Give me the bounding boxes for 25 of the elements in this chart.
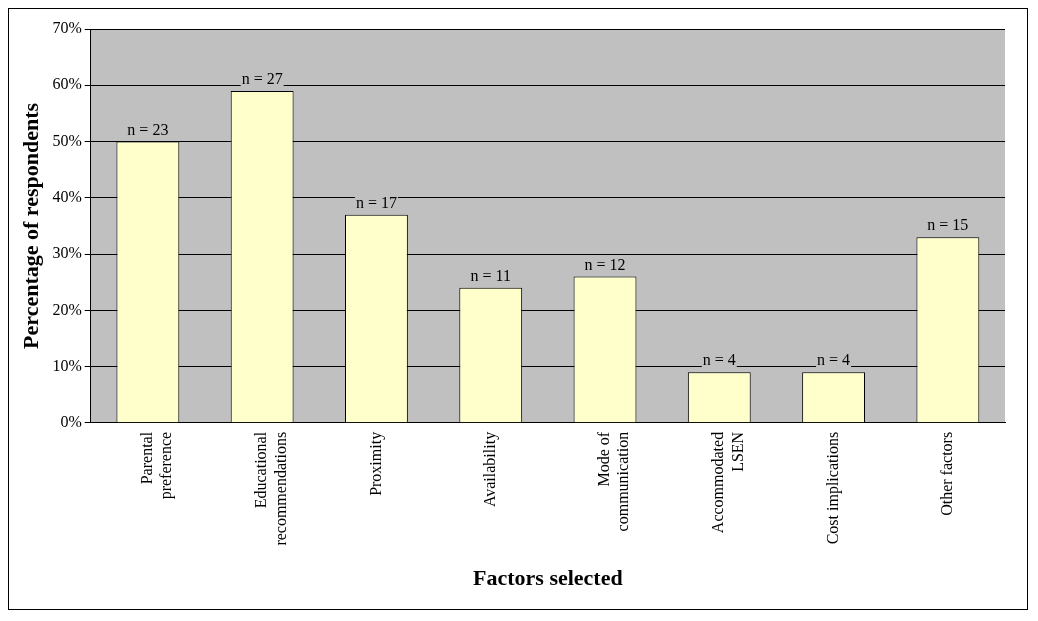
y-tick-label: 40% <box>52 188 82 205</box>
annotation: n = 15 <box>927 216 969 234</box>
y-tick-label: 70% <box>52 19 82 37</box>
y-tick-label: 10% <box>52 356 82 374</box>
annotation: n = 27 <box>241 70 283 88</box>
annotation: n = 4 <box>817 351 851 369</box>
annotation: n = 12 <box>584 255 626 273</box>
annotation: n = 23 <box>127 120 169 138</box>
annotation: n = 17 <box>355 193 397 211</box>
x-tick-label: Accommodated LSEN <box>709 431 746 534</box>
x-tick-label: Proximity <box>366 431 385 496</box>
y-tick-label: 0% <box>60 413 82 431</box>
x-tick-label: Parental preference <box>138 431 176 500</box>
x-tick-label: Cost implications <box>823 431 842 545</box>
y-tick-label: 60% <box>52 75 82 93</box>
annotation: n = 4 <box>702 351 736 369</box>
x-tick-label: Mode of communication <box>595 431 632 532</box>
x-tick-label: Other factors <box>938 431 956 516</box>
y-axis-title: Percentage of respondents <box>17 102 43 349</box>
x-tick-label: Availability <box>480 431 499 508</box>
annotation: n = 11 <box>470 267 511 285</box>
y-tick-label: 30% <box>52 244 82 262</box>
y-tick-label: 20% <box>52 300 82 318</box>
y-tick-label: 50% <box>52 131 82 149</box>
x-axis-title: Factors selected <box>473 565 623 591</box>
